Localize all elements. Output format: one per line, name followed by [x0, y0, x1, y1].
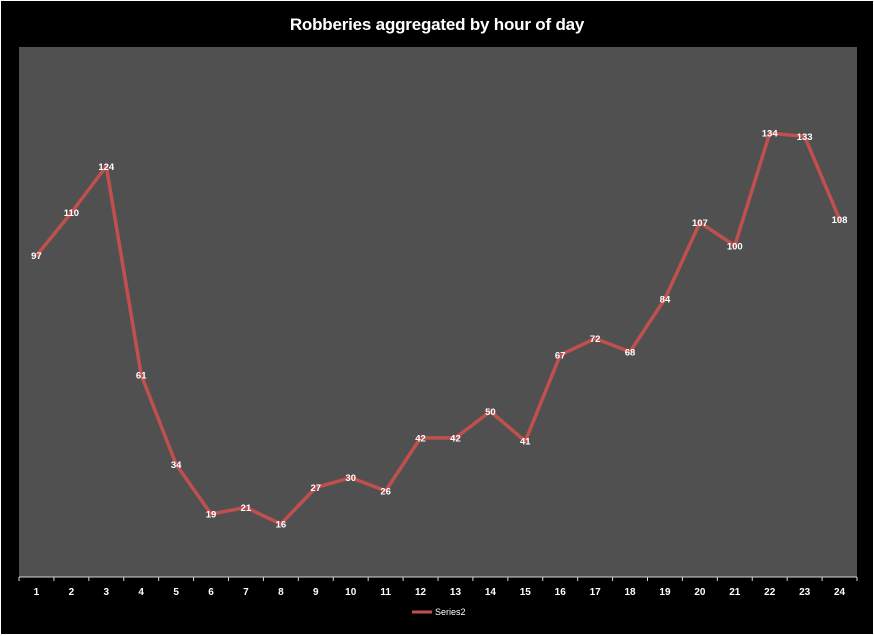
data-label: 67 — [555, 351, 566, 362]
data-label: 50 — [485, 407, 496, 418]
x-tick-label: 19 — [659, 587, 671, 598]
data-label: 61 — [136, 370, 147, 381]
x-tick-label: 8 — [278, 587, 284, 598]
x-tick-label: 17 — [590, 587, 602, 598]
data-label: 27 — [311, 483, 322, 494]
x-tick-label: 7 — [243, 587, 249, 598]
data-label: 110 — [64, 208, 79, 219]
x-tick-labels: 1 2 3 4 5 6 7 8 9 10 11 12 13 14 15 16 17 18 19 20 21 22 23 24 — [34, 587, 846, 598]
x-tick-label: 23 — [799, 587, 811, 598]
data-label: 19 — [206, 510, 217, 521]
data-labels: 97 110 124 61 34 19 21 16 27 30 26 42 42 50 41 67 72 68 84… — [31, 129, 847, 531]
series-line — [34, 131, 842, 526]
legend-label: Series2 — [435, 607, 466, 617]
data-label: 100 — [727, 241, 743, 252]
x-tick-label: 15 — [520, 587, 532, 598]
data-label: 124 — [98, 162, 115, 173]
x-tick-label: 22 — [764, 587, 776, 598]
x-ticks — [18, 577, 858, 581]
x-tick-label: 1 — [34, 587, 40, 598]
data-label: 68 — [625, 347, 636, 358]
x-tick-label: 5 — [173, 587, 179, 598]
data-label: 84 — [660, 294, 671, 305]
chart-title: Robberies aggregated by hour of day — [289, 15, 585, 34]
data-label: 42 — [415, 433, 426, 444]
x-tick-label: 20 — [694, 587, 706, 598]
x-tick-label: 13 — [450, 587, 462, 598]
x-tick-label: 24 — [834, 587, 846, 598]
data-label: 134 — [762, 129, 779, 140]
data-label: 30 — [345, 473, 356, 484]
data-label: 26 — [380, 486, 391, 497]
x-tick-label: 9 — [313, 587, 319, 598]
plot-area — [19, 47, 857, 577]
x-tick-label: 12 — [415, 587, 427, 598]
legend: Series2 — [412, 607, 466, 617]
data-label: 34 — [171, 460, 182, 471]
data-label: 21 — [241, 503, 252, 514]
data-label: 133 — [797, 132, 813, 143]
x-tick-label: 4 — [138, 587, 144, 598]
data-label: 97 — [31, 251, 42, 262]
data-label: 41 — [520, 437, 531, 448]
data-label: 72 — [590, 334, 601, 345]
data-label: 107 — [692, 218, 708, 229]
data-label: 16 — [276, 520, 287, 531]
x-tick-label: 10 — [345, 587, 357, 598]
data-label: 108 — [832, 215, 848, 226]
x-tick-label: 11 — [380, 587, 391, 598]
x-tick-label: 16 — [555, 587, 567, 598]
x-tick-label: 6 — [208, 587, 214, 598]
x-tick-label: 18 — [624, 587, 636, 598]
x-tick-label: 14 — [485, 587, 497, 598]
series-group — [34, 131, 842, 526]
x-tick-label: 21 — [729, 587, 741, 598]
x-tick-label: 2 — [69, 587, 75, 598]
data-label: 42 — [450, 433, 461, 444]
x-tick-label: 3 — [104, 587, 110, 598]
